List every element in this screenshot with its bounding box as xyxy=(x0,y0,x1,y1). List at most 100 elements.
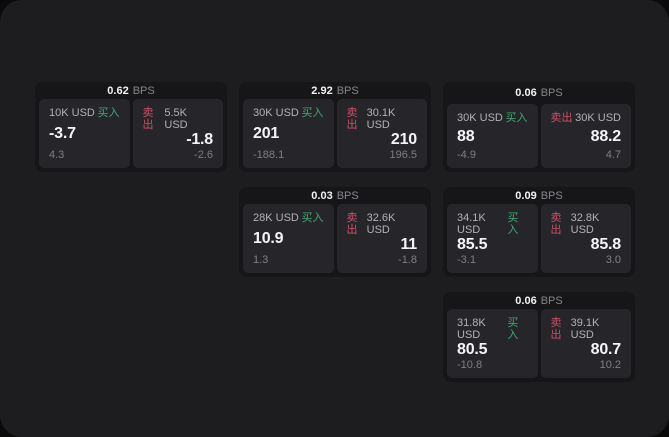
sell-side-label: 卖出 xyxy=(346,212,358,236)
quote-card: 0.62 BPS 10K USD 买入 -3.7 4.3 卖出 5.5K USD… xyxy=(35,82,227,172)
spread-value: 0.03 xyxy=(311,189,333,202)
sell-side-label: 卖出 xyxy=(346,107,358,131)
spread-value: 0.09 xyxy=(515,189,537,202)
sell-change: 196.5 xyxy=(389,149,417,161)
sell-panel[interactable]: 卖出 30K USD 88.2 4.7 xyxy=(540,104,631,168)
quote-card: 0.09 BPS 34.1K USD 买入 85.5 -3.1 卖出 32.8K… xyxy=(443,187,635,277)
buy-change: 1.3 xyxy=(253,254,269,266)
buy-side-label: 买入 xyxy=(97,107,120,119)
sell-size: 32.6K USD xyxy=(366,212,396,236)
buy-panel[interactable]: 31.8K USD 买入 80.5 -10.8 xyxy=(447,309,538,378)
spread-header: 0.09 BPS xyxy=(443,187,635,204)
spread-header: 0.06 BPS xyxy=(443,292,635,309)
quote-card-body: 30K USD 买入 88 -4.9 卖出 30K USD 88.2 4.7 xyxy=(443,104,635,172)
sell-change: 3.0 xyxy=(605,254,621,266)
sell-side-label: 卖出 xyxy=(550,317,562,341)
buy-panel-header: 31.8K USD 买入 xyxy=(457,317,528,341)
buy-change: -3.1 xyxy=(457,254,476,266)
spread-value: 0.62 xyxy=(107,84,129,97)
spread-unit-label: BPS xyxy=(336,84,359,97)
sell-panel[interactable]: 卖出 5.5K USD -1.8 -2.6 xyxy=(132,99,223,168)
sell-price: 210 xyxy=(390,131,417,148)
sell-change: 10.2 xyxy=(599,359,621,371)
quote-card: 2.92 BPS 30K USD 买入 201 -188.1 卖出 30.1K … xyxy=(239,82,431,172)
quote-card-body: 10K USD 买入 -3.7 4.3 卖出 5.5K USD -1.8 -2.… xyxy=(35,99,227,172)
buy-side-label: 买入 xyxy=(301,107,324,119)
buy-side-label: 买入 xyxy=(505,112,528,124)
sell-size: 39.1K USD xyxy=(570,317,600,341)
buy-panel[interactable]: 28K USD 买入 10.9 1.3 xyxy=(243,204,334,273)
buy-side-label: 买入 xyxy=(507,317,519,341)
buy-size: 10K USD xyxy=(49,107,95,119)
buy-price: 201 xyxy=(253,125,280,142)
sell-change: 4.7 xyxy=(605,149,621,161)
buy-panel[interactable]: 10K USD 买入 -3.7 4.3 xyxy=(39,99,130,168)
buy-panel-header: 34.1K USD 买入 xyxy=(457,212,528,236)
buy-change: -4.9 xyxy=(457,149,476,161)
sell-price: 11 xyxy=(400,236,417,253)
sell-panel-header: 卖出 32.8K USD xyxy=(551,212,622,236)
buy-size: 34.1K USD xyxy=(457,212,486,236)
quote-card-body: 34.1K USD 买入 85.5 -3.1 卖出 32.8K USD 85.8… xyxy=(443,204,635,277)
buy-change: 4.3 xyxy=(49,149,65,161)
buy-panel-header: 30K USD 买入 xyxy=(457,112,528,124)
quote-card-body: 28K USD 买入 10.9 1.3 卖出 32.6K USD 11 -1.8 xyxy=(239,204,431,277)
buy-size: 30K USD xyxy=(457,112,503,124)
buy-price: 80.5 xyxy=(457,341,488,358)
quote-card: 0.06 BPS 30K USD 买入 88 -4.9 卖出 30K USD 8… xyxy=(443,82,635,172)
spread-value: 0.06 xyxy=(515,294,537,307)
sell-panel[interactable]: 卖出 30.1K USD 210 196.5 xyxy=(336,99,427,168)
spread-unit-label: BPS xyxy=(540,87,563,99)
buy-price: -3.7 xyxy=(49,125,76,142)
sell-side-label: 卖出 xyxy=(550,112,573,124)
sell-price: 88.2 xyxy=(590,127,622,145)
spread-unit-label: BPS xyxy=(336,189,359,202)
sell-size: 32.8K USD xyxy=(570,212,600,236)
buy-panel-header: 10K USD 买入 xyxy=(49,107,120,119)
sell-panel[interactable]: 卖出 32.8K USD 85.8 3.0 xyxy=(540,204,631,273)
spread-value: 0.06 xyxy=(515,87,537,99)
buy-size: 30K USD xyxy=(253,107,299,119)
sell-price: 80.7 xyxy=(590,341,622,358)
buy-panel-header: 30K USD 买入 xyxy=(253,107,324,119)
sell-panel-header: 卖出 5.5K USD xyxy=(143,107,214,131)
spread-header: 0.03 BPS xyxy=(239,187,431,204)
sell-change: -1.8 xyxy=(398,254,417,266)
buy-panel[interactable]: 34.1K USD 买入 85.5 -3.1 xyxy=(447,204,538,273)
spread-unit-label: BPS xyxy=(132,84,155,97)
sell-price: -1.8 xyxy=(186,131,213,148)
sell-size: 30K USD xyxy=(575,112,621,124)
buy-panel[interactable]: 30K USD 买入 201 -188.1 xyxy=(243,99,334,168)
quote-board-grid: 0.62 BPS 10K USD 买入 -3.7 4.3 卖出 5.5K USD… xyxy=(35,82,635,382)
buy-panel-header: 28K USD 买入 xyxy=(253,212,324,224)
sell-panel-header: 卖出 32.6K USD xyxy=(347,212,418,236)
sell-panel-header: 卖出 39.1K USD xyxy=(551,317,622,341)
spread-unit-label: BPS xyxy=(540,294,563,307)
buy-side-label: 买入 xyxy=(507,212,519,236)
buy-price: 88 xyxy=(457,127,475,145)
sell-price: 85.8 xyxy=(590,236,622,253)
sell-panel[interactable]: 卖出 39.1K USD 80.7 10.2 xyxy=(540,309,631,378)
spread-header: 0.06 BPS xyxy=(443,82,635,104)
sell-size: 5.5K USD xyxy=(164,107,188,131)
quote-card: 0.03 BPS 28K USD 买入 10.9 1.3 卖出 32.6K US… xyxy=(239,187,431,277)
spread-unit-label: BPS xyxy=(540,189,563,202)
buy-price: 10.9 xyxy=(253,230,284,247)
sell-side-label: 卖出 xyxy=(142,107,154,131)
buy-side-label: 买入 xyxy=(301,212,324,224)
sell-size: 30.1K USD xyxy=(366,107,396,131)
quote-card: 0.06 BPS 31.8K USD 买入 80.5 -10.8 卖出 39.1… xyxy=(443,292,635,382)
spread-value: 2.92 xyxy=(311,84,333,97)
sell-panel[interactable]: 卖出 32.6K USD 11 -1.8 xyxy=(336,204,427,273)
quote-card-body: 31.8K USD 买入 80.5 -10.8 卖出 39.1K USD 80.… xyxy=(443,309,635,382)
buy-panel[interactable]: 30K USD 买入 88 -4.9 xyxy=(447,104,538,168)
spread-header: 2.92 BPS xyxy=(239,82,431,99)
buy-price: 85.5 xyxy=(457,236,488,253)
quote-card-body: 30K USD 买入 201 -188.1 卖出 30.1K USD 210 1… xyxy=(239,99,431,172)
buy-change: -188.1 xyxy=(253,149,285,161)
buy-change: -10.8 xyxy=(457,359,483,371)
sell-panel-header: 卖出 30.1K USD xyxy=(347,107,418,131)
spread-header: 0.62 BPS xyxy=(35,82,227,99)
sell-side-label: 卖出 xyxy=(550,212,562,236)
